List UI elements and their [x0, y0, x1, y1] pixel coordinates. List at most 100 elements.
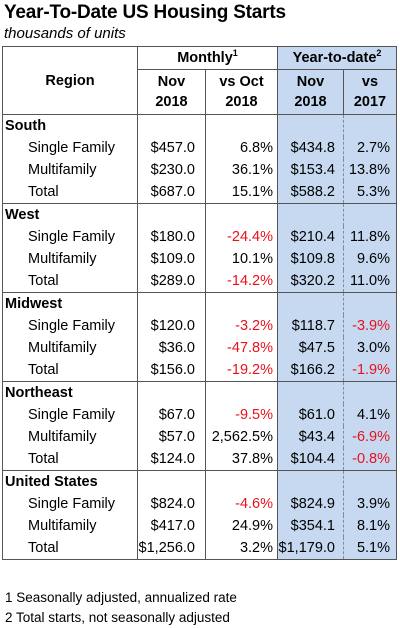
group-name: West — [2, 203, 138, 226]
empty-cell — [277, 114, 344, 137]
monthly-change: -24.4% — [205, 226, 278, 248]
monthly-change: 6.8% — [205, 137, 278, 159]
monthly-value: $824.0 — [137, 493, 206, 515]
empty-cell — [205, 292, 278, 315]
monthly-value: $289.0 — [137, 270, 206, 293]
page-title: Year-To-Date US Housing Starts — [4, 2, 286, 23]
ytd-change: 8.1% — [343, 515, 397, 537]
group-row-united-states: United States — [2, 470, 397, 493]
page-subtitle: thousands of units — [4, 25, 126, 42]
ytd-change: 5.1% — [343, 537, 397, 560]
monthly-group-header: Monthly1 — [137, 46, 278, 70]
monthly-value: $417.0 — [137, 515, 206, 537]
ytd-change: 3.9% — [343, 493, 397, 515]
empty-cell — [343, 381, 397, 404]
monthly-change: 36.1% — [205, 159, 278, 181]
empty-cell — [343, 114, 397, 137]
group-name: Midwest — [2, 292, 138, 315]
ytd-value: $434.8 — [277, 137, 344, 159]
monthly-value: $109.0 — [137, 248, 206, 270]
monthly-value: $1,256.0 — [137, 537, 206, 560]
table-row: Total $156.0 -19.2% $166.2 -1.9% — [2, 359, 397, 382]
ytd-change: 3.0% — [343, 337, 397, 359]
ytd-change: 2.7% — [343, 137, 397, 159]
ytd-change: -6.9% — [343, 426, 397, 448]
ytd-value: $210.4 — [277, 226, 344, 248]
empty-cell — [343, 203, 397, 226]
row-label: Single Family — [2, 226, 138, 248]
ytd-value: $166.2 — [277, 359, 344, 382]
ytd-change: 9.6% — [343, 248, 397, 270]
ytd-value: $354.1 — [277, 515, 344, 537]
ytd-change: 4.1% — [343, 404, 397, 426]
monthly-value: $57.0 — [137, 426, 206, 448]
group-name: Northeast — [2, 381, 138, 404]
group-name: United States — [2, 470, 138, 493]
monthly-change: 24.9% — [205, 515, 278, 537]
monthly-label: Monthly — [177, 50, 233, 66]
region-header: Region — [2, 46, 138, 115]
ytd-change: 11.0% — [343, 270, 397, 293]
monthly-change: 15.1% — [205, 181, 278, 204]
table-row: Total $289.0 -14.2% $320.2 11.0% — [2, 270, 397, 293]
row-label: Multifamily — [2, 426, 138, 448]
ytd-change: 11.8% — [343, 226, 397, 248]
ytd-label: Year-to-date — [292, 50, 377, 66]
empty-cell — [205, 381, 278, 404]
table-row: Total $687.0 15.1% $588.2 5.3% — [2, 181, 397, 204]
monthly-value: $180.0 — [137, 226, 206, 248]
monthly-value: $230.0 — [137, 159, 206, 181]
ytd-change: 5.3% — [343, 181, 397, 204]
table-row: Single Family $824.0 -4.6% $824.9 3.9% — [2, 493, 397, 515]
row-label: Total — [2, 537, 138, 560]
ytd-change: -3.9% — [343, 315, 397, 337]
table-row: Multifamily $109.0 10.1% $109.8 9.6% — [2, 248, 397, 270]
ytd-change: 13.8% — [343, 159, 397, 181]
monthly-change: 37.8% — [205, 448, 278, 471]
monthly-change: -19.2% — [205, 359, 278, 382]
empty-cell — [137, 114, 206, 137]
ytd-value: $109.8 — [277, 248, 344, 270]
monthly-value: $36.0 — [137, 337, 206, 359]
monthly-change: -9.5% — [205, 404, 278, 426]
empty-cell — [343, 292, 397, 315]
empty-cell — [205, 470, 278, 493]
ytd-group-header: Year-to-date2 — [277, 46, 397, 70]
table-row: Single Family $120.0 -3.2% $118.7 -3.9% — [2, 315, 397, 337]
row-label: Single Family — [2, 137, 138, 159]
ytd-footnote-mark: 2 — [376, 48, 382, 59]
row-label: Total — [2, 448, 138, 471]
group-row-west: West — [2, 203, 397, 226]
group-name: South — [2, 114, 138, 137]
empty-cell — [343, 470, 397, 493]
ytd-value: $824.9 — [277, 493, 344, 515]
row-label: Total — [2, 181, 138, 204]
empty-cell — [137, 470, 206, 493]
col-header-monthly-value: Nov 2018 — [137, 69, 206, 115]
col-header-ytd-value: Nov 2018 — [277, 69, 344, 115]
ytd-value: $61.0 — [277, 404, 344, 426]
table-row: Total $1,256.0 3.2% $1,179.0 5.1% — [2, 537, 397, 560]
ytd-value: $1,179.0 — [277, 537, 344, 560]
row-label: Total — [2, 270, 138, 293]
housing-starts-table: Region Monthly1 Year-to-date2 Nov 2018 vs… — [2, 46, 397, 560]
ytd-value: $320.2 — [277, 270, 344, 293]
table-row: Multifamily $230.0 36.1% $153.4 13.8% — [2, 159, 397, 181]
footnote-2: 2 Total starts, not seasonally adjusted — [5, 610, 230, 625]
table-row: Single Family $180.0 -24.4% $210.4 11.8% — [2, 226, 397, 248]
monthly-value: $687.0 — [137, 181, 206, 204]
ytd-value: $153.4 — [277, 159, 344, 181]
monthly-change: 2,562.5% — [205, 426, 278, 448]
table-row: Multifamily $36.0 -47.8% $47.5 3.0% — [2, 337, 397, 359]
ytd-value: $118.7 — [277, 315, 344, 337]
empty-cell — [137, 292, 206, 315]
col-header-ytd-change: vs 2017 — [343, 69, 397, 115]
monthly-value: $67.0 — [137, 404, 206, 426]
footnote-1: 1 Seasonally adjusted, annualized rate — [5, 590, 237, 605]
empty-cell — [277, 203, 344, 226]
empty-cell — [277, 470, 344, 493]
table-row: Total $124.0 37.8% $104.4 -0.8% — [2, 448, 397, 471]
row-label: Single Family — [2, 315, 138, 337]
group-row-south: South — [2, 114, 397, 137]
row-label: Multifamily — [2, 248, 138, 270]
